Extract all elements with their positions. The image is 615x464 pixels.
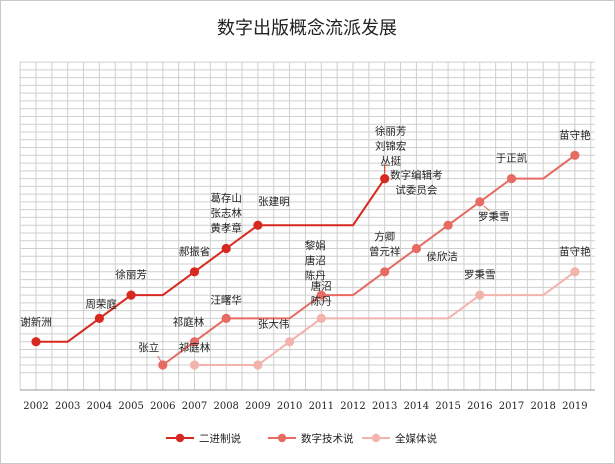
x-tick-label-2011: 2011 bbox=[309, 401, 334, 412]
annotation-0-2013-2: 丛挺 bbox=[380, 155, 401, 168]
annotation-0-2013-1: 刘锦宏 bbox=[375, 140, 407, 153]
annotation-0-2013-0: 徐丽芳 bbox=[375, 125, 407, 138]
annotation-1-2011-0: 黎娟 bbox=[305, 239, 326, 252]
series-line-0 bbox=[36, 178, 386, 343]
series-1-point-2014 bbox=[411, 243, 421, 254]
series-1-point-2019 bbox=[570, 150, 580, 160]
legend-marker-1 bbox=[277, 433, 287, 443]
annotation-2-2007-0: 祁庭林 bbox=[179, 341, 211, 354]
annotation-0-2008-1: 张志林 bbox=[210, 207, 242, 220]
annotation-1-2007-0: 祁庭林 bbox=[173, 316, 205, 329]
series-1-point-2011 bbox=[316, 290, 326, 300]
x-tick-label-2006: 2006 bbox=[150, 401, 175, 412]
series-line-1 bbox=[162, 154, 576, 366]
x-tick-label-2007: 2007 bbox=[182, 401, 207, 412]
legend: 二进制说 数字技术说 全媒体说 bbox=[166, 432, 437, 445]
x-tick-label-2002: 2002 bbox=[23, 401, 48, 412]
x-tick-labels: 2002 2003 2004 2005 2006 2007 2008 2009 2010 2011… bbox=[23, 401, 587, 412]
series-1-point-2013 bbox=[380, 267, 390, 277]
series-0-point-2005 bbox=[126, 290, 136, 300]
annotation-1-2016-0: 罗秉雪 bbox=[478, 210, 510, 223]
series-2-point-2010 bbox=[285, 337, 295, 347]
series-2-point-2007 bbox=[189, 360, 200, 370]
series-0-point-2013 bbox=[380, 174, 390, 184]
annotation-0-2002-0: 谢新洲 bbox=[20, 316, 52, 329]
series-2-point-2011 bbox=[316, 313, 326, 323]
x-tick-label-2010: 2010 bbox=[277, 401, 302, 412]
annotation-0-2005-0: 徐丽芳 bbox=[115, 268, 147, 281]
annotation-1-2006-0: 张立 bbox=[138, 341, 159, 354]
annotation-0-2009-0: 张建明 bbox=[258, 195, 290, 208]
series-1-point-2016 bbox=[475, 197, 485, 207]
annotation-1-2013-0: 方卿 bbox=[374, 230, 395, 243]
series-0-point-2002 bbox=[31, 337, 41, 347]
annotation-0-2008-0: 葛存山 bbox=[210, 192, 242, 205]
series-0-point-2007 bbox=[189, 267, 200, 277]
annotation-1-2011-2: 陈丹 bbox=[305, 269, 326, 282]
x-tick-label-2018: 2018 bbox=[530, 401, 555, 412]
series-1-point-2015 bbox=[443, 220, 453, 230]
legend-marker-2 bbox=[371, 433, 381, 443]
annotation-2-2011-0: 唐沼 bbox=[311, 279, 332, 292]
annotation-1-2011-1: 唐沼 bbox=[305, 254, 326, 267]
x-tick-label-2003: 2003 bbox=[55, 401, 80, 412]
series-2-point-2016 bbox=[475, 290, 485, 300]
annotation-1-2015-0: 侯欣洁 bbox=[426, 250, 458, 263]
annotation-leader-1 bbox=[157, 355, 162, 362]
annotation-1-2014-1: 试委员会 bbox=[395, 184, 437, 197]
annotation-1-2014-0: 数字编辑考 bbox=[390, 169, 443, 182]
series-2-point-2009 bbox=[253, 360, 263, 370]
annotation-0-2004-0: 周荣庭 bbox=[85, 297, 117, 310]
annotation-1-2013-1: 曾元祥 bbox=[369, 245, 401, 258]
x-tick-label-2016: 2016 bbox=[467, 401, 492, 412]
chart-title: 数字出版概念流派发展 bbox=[217, 17, 397, 39]
x-tick-label-2014: 2014 bbox=[404, 401, 429, 412]
series-1-point-2008 bbox=[221, 313, 231, 323]
annotation-1-2008-0: 汪曙华 bbox=[210, 293, 242, 306]
annotation-2-2016-0: 罗秉雪 bbox=[464, 268, 496, 281]
legend-label-2: 全媒体说 bbox=[395, 432, 437, 445]
legend-label-0: 二进制说 bbox=[199, 432, 241, 445]
series-0-point-2004 bbox=[94, 313, 104, 323]
x-tick-label-2015: 2015 bbox=[435, 401, 460, 412]
annotation-1-2019-0: 苗守艳 bbox=[559, 128, 591, 141]
series-1-point-2007 bbox=[189, 337, 200, 347]
annotation-1-2017-0: 于正凯 bbox=[496, 152, 528, 165]
series-points bbox=[31, 150, 580, 370]
x-tick-label-2017: 2017 bbox=[499, 401, 524, 412]
annotation-leader-2 bbox=[483, 205, 491, 212]
x-tick-label-2004: 2004 bbox=[87, 401, 112, 412]
annotation-0-2007-0: 郝振省 bbox=[179, 245, 211, 258]
x-tick-label-2005: 2005 bbox=[118, 401, 143, 412]
annotation-2-2019-0: 苗守艳 bbox=[559, 245, 591, 258]
series-0-point-2009 bbox=[253, 220, 263, 230]
legend-label-1: 数字技术说 bbox=[301, 432, 354, 445]
x-tick-label-2009: 2009 bbox=[245, 401, 270, 412]
annotation-2-2011-1: 陈丹 bbox=[311, 294, 332, 307]
x-tick-label-2019: 2019 bbox=[562, 401, 587, 412]
series-1-point-2006 bbox=[158, 360, 168, 370]
x-tick-label-2008: 2008 bbox=[213, 401, 238, 412]
annotation-2-2010-0: 张大伟 bbox=[258, 318, 290, 331]
series-2-point-2019 bbox=[570, 267, 580, 277]
series-1-point-2017 bbox=[506, 174, 517, 184]
series-0-point-2008 bbox=[221, 243, 231, 254]
annotation-0-2008-2: 黄孝章 bbox=[210, 222, 242, 235]
x-tick-label-2013: 2013 bbox=[372, 401, 397, 412]
x-tick-label-2012: 2012 bbox=[340, 401, 365, 412]
annotations: 谢新洲周荣庭徐丽芳郝振省葛存山张志林黄孝章张建明徐丽芳刘锦宏丛挺张立祁庭林汪曙华… bbox=[20, 125, 591, 362]
legend-marker-0 bbox=[175, 433, 185, 443]
